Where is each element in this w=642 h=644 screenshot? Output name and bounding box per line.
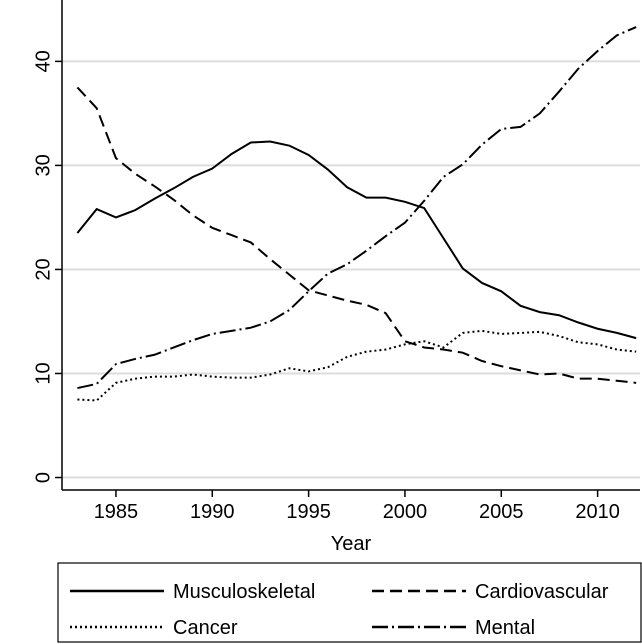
y-tick-label: 10 bbox=[32, 362, 54, 384]
x-tick-label: 1995 bbox=[286, 501, 331, 523]
y-tick-label: 20 bbox=[32, 258, 54, 280]
legend-label: Cardiovascular bbox=[475, 581, 609, 603]
legend-box bbox=[57, 562, 642, 643]
y-tick-label: 0 bbox=[32, 472, 54, 483]
x-axis-label: Year bbox=[331, 533, 372, 555]
x-tick-label: 2010 bbox=[575, 501, 620, 523]
series-line bbox=[77, 329, 637, 402]
legend-label: Cancer bbox=[173, 617, 238, 639]
series-line bbox=[77, 26, 637, 390]
series-line bbox=[76, 86, 637, 384]
y-tick-label: 30 bbox=[32, 154, 54, 176]
legend-label: Mental bbox=[475, 617, 535, 639]
x-tick-label: 2005 bbox=[479, 501, 524, 523]
y-tick-label: 40 bbox=[32, 50, 54, 72]
x-tick-label: 1985 bbox=[94, 501, 139, 523]
series-line bbox=[76, 140, 637, 340]
x-tick-label: 1990 bbox=[190, 501, 235, 523]
legend-label: Musculoskeletal bbox=[173, 581, 315, 603]
x-tick-label: 2000 bbox=[383, 501, 428, 523]
